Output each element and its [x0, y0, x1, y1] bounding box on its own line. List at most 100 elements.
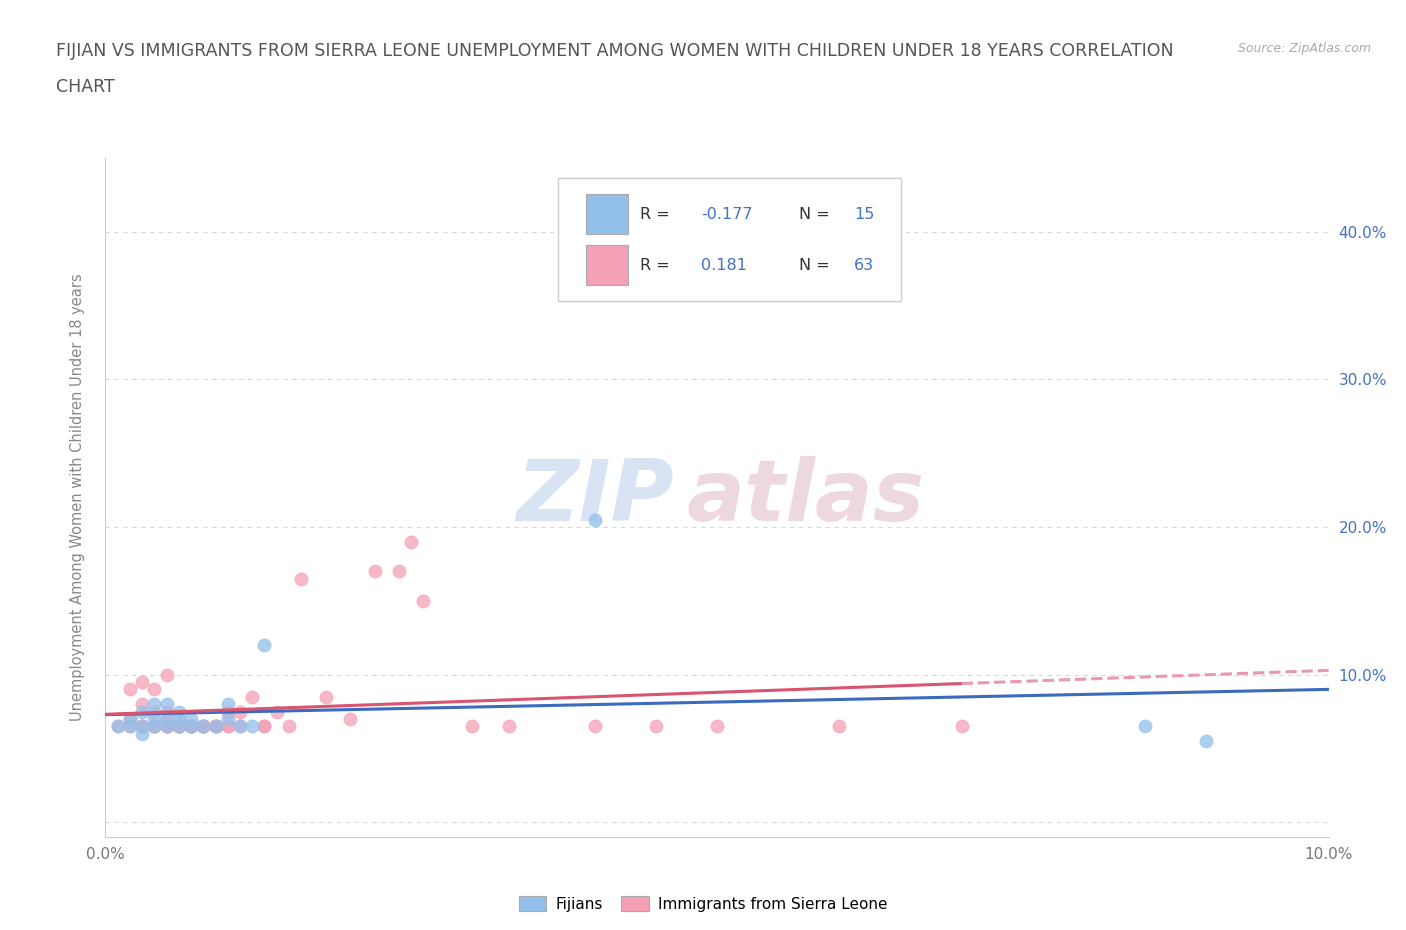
Text: atlas: atlas	[686, 456, 925, 539]
Y-axis label: Unemployment Among Women with Children Under 18 years: Unemployment Among Women with Children U…	[70, 273, 84, 722]
Point	[155, 719, 177, 734]
Point	[131, 726, 153, 741]
Point	[155, 719, 177, 734]
Point	[217, 704, 239, 719]
Point	[193, 719, 215, 734]
Point	[217, 697, 239, 711]
Point	[155, 704, 177, 719]
Point	[363, 564, 385, 578]
Point	[131, 704, 153, 719]
Point	[278, 719, 301, 734]
Point	[180, 719, 202, 734]
Point	[167, 719, 190, 734]
Point	[1133, 719, 1156, 734]
Point	[339, 711, 361, 726]
Point	[217, 711, 239, 726]
Point	[193, 719, 215, 734]
Point	[155, 719, 177, 734]
Point	[240, 689, 263, 704]
Text: -0.177: -0.177	[702, 206, 752, 221]
Point	[204, 719, 226, 734]
Point	[461, 719, 484, 734]
Point	[143, 719, 166, 734]
Point	[240, 719, 263, 734]
Point	[180, 719, 202, 734]
Point	[118, 682, 141, 697]
Text: 0.181: 0.181	[702, 258, 747, 272]
Point	[950, 719, 973, 734]
Point	[155, 697, 177, 711]
Point	[118, 711, 141, 726]
Point	[644, 719, 666, 734]
Text: N =: N =	[799, 206, 835, 221]
Text: N =: N =	[799, 258, 835, 272]
Text: Source: ZipAtlas.com: Source: ZipAtlas.com	[1237, 42, 1371, 55]
Point	[828, 719, 851, 734]
Point	[217, 719, 239, 734]
Point	[229, 719, 252, 734]
Point	[118, 719, 141, 734]
Point	[131, 719, 153, 734]
FancyBboxPatch shape	[586, 194, 627, 234]
Point	[180, 719, 202, 734]
Point	[155, 711, 177, 726]
Point	[706, 719, 728, 734]
Point	[118, 719, 141, 734]
Point	[204, 719, 226, 734]
Point	[131, 674, 153, 689]
Point	[253, 638, 276, 653]
Point	[107, 719, 129, 734]
Point	[253, 719, 276, 734]
Point	[131, 719, 153, 734]
Point	[167, 719, 190, 734]
Point	[204, 719, 226, 734]
FancyBboxPatch shape	[558, 179, 900, 300]
Point	[143, 704, 166, 719]
Point	[167, 719, 190, 734]
Point	[143, 682, 166, 697]
Point	[290, 571, 312, 586]
Point	[412, 593, 434, 608]
Point	[217, 719, 239, 734]
Point	[167, 719, 190, 734]
Point	[131, 719, 153, 734]
Point	[180, 719, 202, 734]
Text: R =: R =	[640, 206, 675, 221]
Text: ZIP: ZIP	[516, 456, 675, 539]
Point	[401, 535, 423, 550]
Point	[388, 564, 411, 578]
Point	[180, 719, 202, 734]
Point	[253, 719, 276, 734]
Point	[498, 719, 520, 734]
Point	[143, 711, 166, 726]
Point	[143, 719, 166, 734]
Point	[583, 512, 606, 527]
Point	[155, 711, 177, 726]
Point	[204, 719, 226, 734]
Point	[229, 719, 252, 734]
Point	[118, 711, 141, 726]
Text: 63: 63	[853, 258, 875, 272]
Point	[193, 719, 215, 734]
Point	[167, 719, 190, 734]
Point	[143, 719, 166, 734]
Point	[229, 704, 252, 719]
Point	[193, 719, 215, 734]
Point	[107, 719, 129, 734]
Point	[143, 697, 166, 711]
Point	[180, 711, 202, 726]
Text: FIJIAN VS IMMIGRANTS FROM SIERRA LEONE UNEMPLOYMENT AMONG WOMEN WITH CHILDREN UN: FIJIAN VS IMMIGRANTS FROM SIERRA LEONE U…	[56, 42, 1174, 60]
Point	[167, 719, 190, 734]
Point	[143, 719, 166, 734]
Text: R =: R =	[640, 258, 675, 272]
Point	[1195, 734, 1218, 749]
Point	[180, 719, 202, 734]
Point	[155, 667, 177, 682]
Point	[315, 689, 337, 704]
Point	[193, 719, 215, 734]
Point	[155, 719, 177, 734]
Point	[204, 719, 226, 734]
Point	[155, 719, 177, 734]
Point	[266, 704, 288, 719]
Legend: Fijians, Immigrants from Sierra Leone: Fijians, Immigrants from Sierra Leone	[513, 889, 893, 918]
